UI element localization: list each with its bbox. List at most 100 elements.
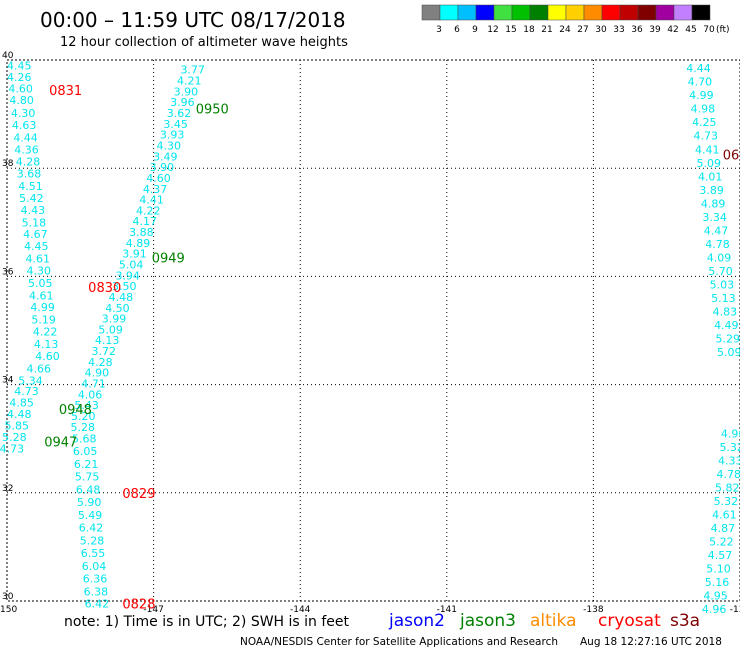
wave-height-value: 5.28	[70, 421, 95, 434]
wave-height-values: 4.454.264.604.804.304.634.444.364.283.68…	[0, 59, 740, 616]
latitude-label: 30	[2, 592, 14, 602]
wave-height-value: 6.42	[85, 598, 110, 611]
color-swatch	[511, 4, 531, 21]
wave-height-value: 5.32	[719, 441, 740, 454]
wave-height-value: 4.73	[694, 130, 719, 143]
latitude-label: 36	[2, 267, 14, 277]
pass-time-label: 0949	[152, 251, 185, 266]
wave-height-value: 5.82	[715, 481, 740, 494]
wave-height-value: 6.04	[82, 560, 107, 573]
pass-time-labels: 0831 0950 0949 0830 0948 0947 0829 0828 063	[44, 84, 740, 613]
wave-height-value: 4.06	[78, 388, 103, 401]
wave-height-value: 4.13	[34, 338, 59, 351]
wave-height-value: 4.22	[136, 204, 161, 217]
wave-height-value: 5.09	[98, 323, 123, 336]
wave-height-value: 4.30	[27, 264, 52, 277]
credit-line: NOAA/NESDIS Center for Satellite Applica…	[240, 636, 558, 648]
pass-time-label: 063	[723, 149, 740, 164]
color-scale-label: 18	[523, 25, 535, 35]
wave-height-value: 5.04	[119, 258, 144, 271]
wave-height-value: 4.22	[33, 326, 58, 339]
wave-height-value: 4.33	[718, 454, 740, 467]
wave-height-value: 4.99	[689, 89, 714, 102]
color-swatch	[637, 4, 657, 21]
color-swatch	[529, 4, 549, 21]
wave-height-value: 5.20	[71, 410, 96, 423]
wave-height-value: 3.96	[170, 96, 195, 109]
wave-height-value: 5.34	[18, 374, 43, 387]
wave-height-value: 4.51	[18, 180, 43, 193]
color-swatch	[457, 4, 477, 21]
pass-time-label: 0948	[59, 403, 92, 418]
wave-height-value: 4.36	[14, 143, 39, 156]
pass-time-label: 0829	[122, 487, 155, 502]
wave-height-value: 3.68	[17, 168, 42, 181]
legend-cryosat: cryosat	[598, 611, 661, 631]
wave-height-value: 5.22	[709, 535, 734, 548]
wave-height-value: 4.48	[7, 408, 32, 421]
wave-height-value: 4.41	[695, 143, 720, 156]
legend-jason2: jason2	[388, 611, 445, 631]
color-scale-label: 36	[631, 25, 643, 35]
wave-height-value: 4.37	[143, 183, 168, 196]
color-swatch	[421, 4, 441, 21]
wave-height-value: 3.34	[702, 211, 727, 224]
wave-height-value: 4.30	[11, 107, 36, 120]
wave-height-value: 4.63	[12, 119, 37, 132]
wave-height-value: 4.26	[7, 71, 32, 84]
wave-height-value: 6.48	[76, 484, 101, 497]
color-swatch	[655, 4, 675, 21]
wave-height-value: 6.36	[83, 572, 108, 585]
wave-height-value: 6.21	[74, 458, 99, 471]
color-scale-unit: (ft)	[716, 25, 730, 35]
pass-time-label: 0950	[196, 103, 229, 118]
wave-height-value: 4.73	[0, 442, 24, 455]
wave-height-value: 4.47	[704, 224, 729, 237]
color-swatch	[583, 4, 603, 21]
color-scale-label: 3	[436, 25, 442, 35]
wave-height-value: 5.10	[706, 563, 731, 576]
axis-tick-labels: -150 -147 -144 -141 -138 -135 30 32 34 36 38 40	[0, 51, 740, 615]
longitude-label: -135	[730, 605, 740, 615]
wave-height-value: 5.68	[72, 433, 97, 446]
wave-height-value: 3.93	[160, 129, 185, 142]
wave-height-value: 5.19	[31, 314, 56, 327]
wave-height-value: 5.03	[710, 279, 735, 292]
wave-height-value: 3.91	[122, 248, 147, 261]
color-scale-label: 9	[472, 25, 478, 35]
wave-height-value: 5.09	[717, 346, 740, 359]
wave-height-value: 4.30	[156, 139, 181, 152]
wave-height-value: 5.75	[75, 471, 100, 484]
units-note: note: 1) Time is in UTC; 2) SWH is in fe…	[64, 614, 350, 630]
wave-height-value: 4.01	[698, 170, 723, 183]
wave-height-value: 3.99	[102, 313, 127, 326]
wave-height-value: 4.50	[105, 302, 130, 315]
wave-height-value: 5.09	[696, 157, 721, 170]
wave-height-value: 4.44	[686, 62, 711, 75]
wave-height-value: 4.45	[24, 240, 49, 253]
color-scale-label: 24	[559, 25, 571, 35]
color-scale-label: 30	[595, 25, 607, 35]
wave-height-value: 4.43	[21, 204, 46, 217]
wave-height-value: 5.28	[80, 534, 105, 547]
color-scale-label: 27	[577, 25, 588, 35]
wave-height-value: 4.21	[177, 75, 202, 88]
wave-height-value: 4.28	[16, 156, 41, 169]
wave-height-value: 5.85	[5, 420, 30, 433]
color-swatch	[673, 4, 693, 21]
wave-height-value: 4.71	[81, 378, 106, 391]
latitude-label: 34	[2, 376, 14, 386]
color-scale-label: 39	[649, 25, 661, 35]
wave-height-value: 4.95	[703, 590, 728, 603]
wave-height-value: 4.44	[13, 131, 38, 144]
wave-height-value: 4.60	[35, 350, 60, 363]
wave-height-value: 4.67	[23, 228, 48, 241]
color-swatch	[439, 4, 459, 21]
legend-jason3: jason3	[459, 611, 516, 631]
wave-height-value: 4.45	[7, 59, 32, 72]
legend-altika: altika	[530, 611, 577, 631]
wave-height-value: 4.66	[27, 362, 52, 375]
wave-height-value: 5.70	[708, 265, 733, 278]
wave-height-value: 4.96	[702, 603, 727, 616]
